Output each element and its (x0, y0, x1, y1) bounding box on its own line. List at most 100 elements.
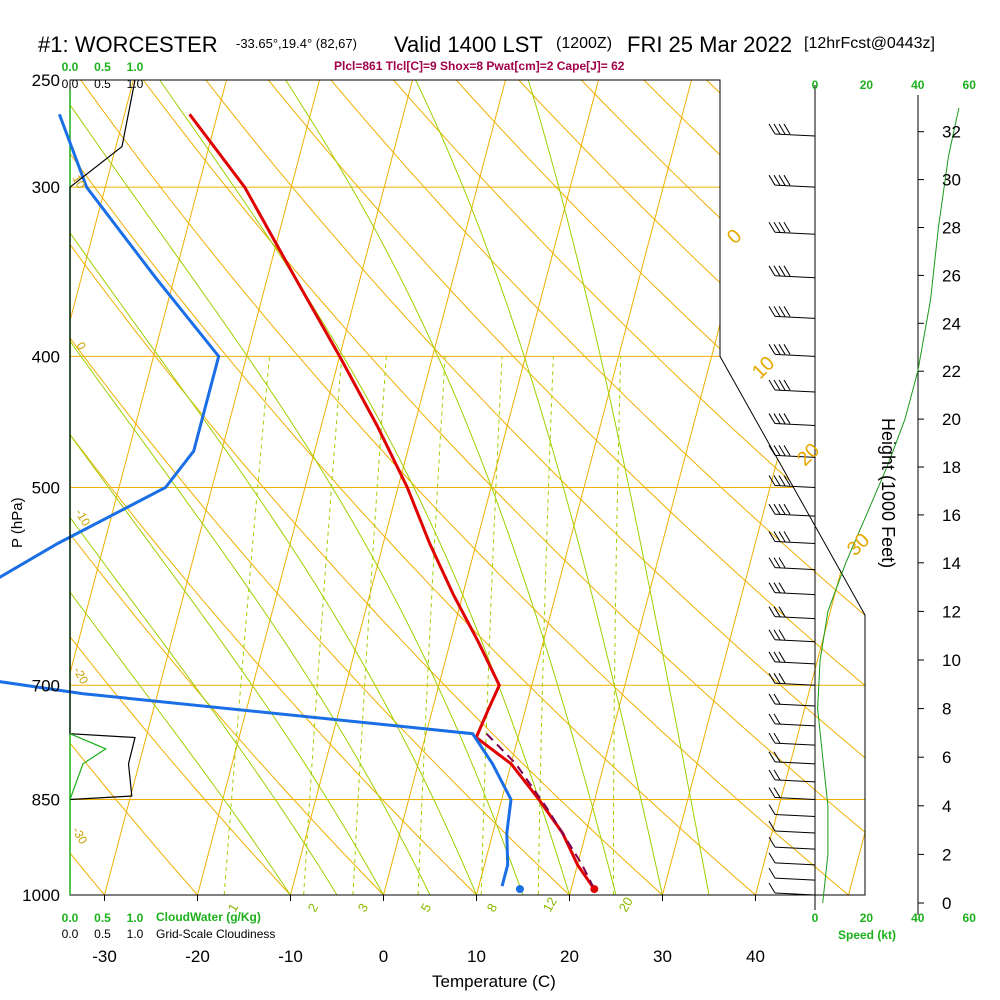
surface-dewpoint-dot (515, 885, 524, 894)
wind-barb-feather (768, 787, 776, 798)
isotherm-line (848, 80, 865, 895)
temperature-tick-label: 0 (379, 947, 388, 966)
moist-adiabat-line (70, 80, 431, 895)
wind-barb (768, 867, 816, 881)
wind-barb (768, 606, 816, 620)
height-tick-label: 8 (942, 700, 951, 719)
height-tick-label: 0 (942, 894, 951, 913)
wind-barb-feather (783, 503, 791, 515)
wind-barb-feather (773, 344, 781, 355)
surface-temperature-dot (590, 885, 599, 894)
wind-barb (768, 306, 816, 319)
wind-barb-feather (773, 751, 781, 763)
wind-barb-feather (783, 306, 791, 317)
mixing-ratio-line (352, 356, 387, 895)
wind-barb-shaft (774, 723, 816, 727)
dry-adiabat-label: 10 (69, 173, 88, 192)
wind-barb-shaft (774, 389, 816, 393)
temperature-axis-title: Temperature (C) (432, 972, 556, 991)
wind-barb-feather (768, 713, 776, 725)
wind-barb-shaft (774, 353, 816, 357)
dry-adiabat-line (70, 80, 198, 895)
speed-tick-label-top: 60 (963, 78, 977, 92)
temperature-tick-label: 40 (746, 947, 765, 966)
height-tick-label: 14 (942, 554, 961, 573)
wind-barb-shaft (774, 133, 816, 137)
wind-barb-feather (768, 582, 776, 593)
wind-barb-feather (768, 804, 776, 815)
wind-barb-shaft (774, 485, 816, 488)
dry-adiabat-line (831, 80, 865, 895)
speed-tick-label-bottom: 20 (860, 911, 874, 925)
wind-barb (768, 344, 816, 357)
wind-barb-feather (773, 606, 781, 617)
wind-barb-feather (768, 557, 776, 568)
wind-barb-feather (783, 531, 791, 542)
plot-frame (69, 79, 919, 915)
wind-barb-feather (773, 651, 781, 663)
dry-adiabat-label: -30 (69, 825, 90, 847)
wind-barb-feather (783, 265, 791, 277)
indices-line: Plcl=861 Tlcl[C]=9 Shox=8 Pwat[cm]=2 Cap… (334, 59, 625, 73)
wind-barb-shaft (774, 454, 816, 458)
wind-barb (768, 852, 816, 866)
cloudiness-label: Grid-Scale Cloudiness (156, 927, 275, 941)
wind-barb-feather (778, 651, 786, 663)
wind-barb-feather (768, 836, 776, 848)
mixing-ratio-line (303, 356, 343, 895)
wind-barb-feather (773, 445, 781, 456)
pressure-tick-label: 500 (32, 479, 60, 498)
wind-barb-shaft (774, 184, 816, 188)
mixing-ratio-label: 3 (355, 901, 372, 915)
dry-adiabat-line (455, 80, 865, 895)
mixing-ratio-line (223, 356, 270, 895)
height-tick-label: 6 (942, 748, 951, 767)
wind-barb-feather (768, 174, 776, 186)
wind-barb-feather (768, 265, 776, 277)
speed-axis-title: Speed (kt) (838, 928, 896, 942)
height-tick-label: 32 (942, 123, 961, 142)
background-lines (70, 80, 1000, 895)
moist-adiabat-line (70, 80, 384, 895)
mixing-ratio-label: 20 (616, 894, 636, 914)
wind-barb-feather (773, 557, 781, 568)
moist-adiabat-line (70, 80, 338, 895)
wind-barb (768, 882, 816, 896)
wind-barb-shaft (774, 813, 816, 817)
wind-barb (768, 820, 816, 834)
sounding-series (0, 113, 599, 894)
dry-adiabat-line (957, 80, 1000, 895)
wind-barb-feather (773, 693, 781, 705)
wind-barb-feather (768, 882, 776, 894)
wind-barb-shaft (774, 315, 816, 319)
wind-barb-feather (768, 221, 776, 233)
wind-barb-feather (773, 475, 781, 486)
wind-barb-feather (783, 379, 791, 391)
wind-barb-feather (778, 123, 786, 135)
dry-adiabat-line (70, 80, 477, 895)
moist-adiabat-line (527, 80, 710, 895)
wind-barb-feather (773, 413, 781, 424)
wind-barb-feather (773, 582, 781, 593)
wind-barb-feather (783, 475, 791, 486)
wind-barb (768, 531, 816, 545)
wind-barb-feather (778, 445, 786, 456)
wind-barb (768, 769, 816, 783)
cloudiness-profile-line (69, 79, 136, 801)
isotherm-label: 30 (843, 529, 874, 560)
temperature-tick-label: 30 (653, 947, 672, 966)
cloudwater-tick-top: 1.0 (127, 60, 144, 74)
wind-barb-feather (768, 344, 776, 355)
wind-barb-shaft (774, 682, 816, 686)
wind-barb-feather (778, 629, 786, 641)
temperature-line (188, 113, 596, 890)
isotherm-line (942, 80, 1000, 895)
dry-adiabat-line (393, 80, 865, 895)
wind-barb-feather (768, 306, 776, 317)
dry-adiabat-line (80, 80, 849, 895)
wind-barb (768, 379, 816, 393)
isotherm-line (383, 80, 599, 895)
mixing-ratio-line (612, 356, 622, 895)
title-date: FRI 25 Mar 2022 (627, 32, 792, 57)
height-tick-label: 24 (942, 314, 961, 333)
